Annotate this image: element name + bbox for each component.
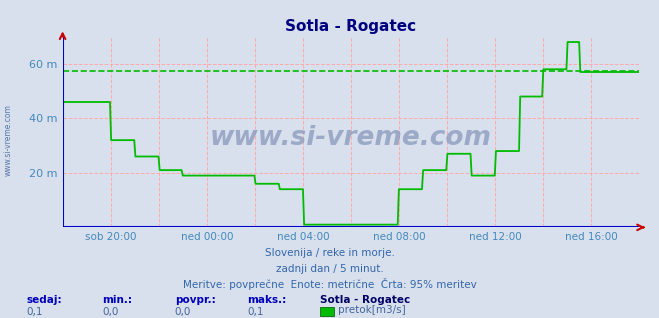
Text: Slovenija / reke in morje.: Slovenija / reke in morje. (264, 248, 395, 258)
Title: Sotla - Rogatec: Sotla - Rogatec (285, 19, 416, 34)
Text: 0,0: 0,0 (102, 307, 119, 317)
Text: Sotla - Rogatec: Sotla - Rogatec (320, 295, 410, 305)
Text: zadnji dan / 5 minut.: zadnji dan / 5 minut. (275, 264, 384, 274)
Text: 0,1: 0,1 (247, 307, 264, 317)
Text: min.:: min.: (102, 295, 132, 305)
Text: 0,0: 0,0 (175, 307, 191, 317)
Text: Meritve: povprečne  Enote: metrične  Črta: 95% meritev: Meritve: povprečne Enote: metrične Črta:… (183, 278, 476, 290)
Text: pretok[m3/s]: pretok[m3/s] (338, 305, 406, 315)
Text: www.si-vreme.com: www.si-vreme.com (210, 125, 492, 151)
Text: www.si-vreme.com: www.si-vreme.com (3, 104, 13, 176)
Text: povpr.:: povpr.: (175, 295, 215, 305)
Text: 0,1: 0,1 (26, 307, 43, 317)
Text: maks.:: maks.: (247, 295, 287, 305)
Text: sedaj:: sedaj: (26, 295, 62, 305)
